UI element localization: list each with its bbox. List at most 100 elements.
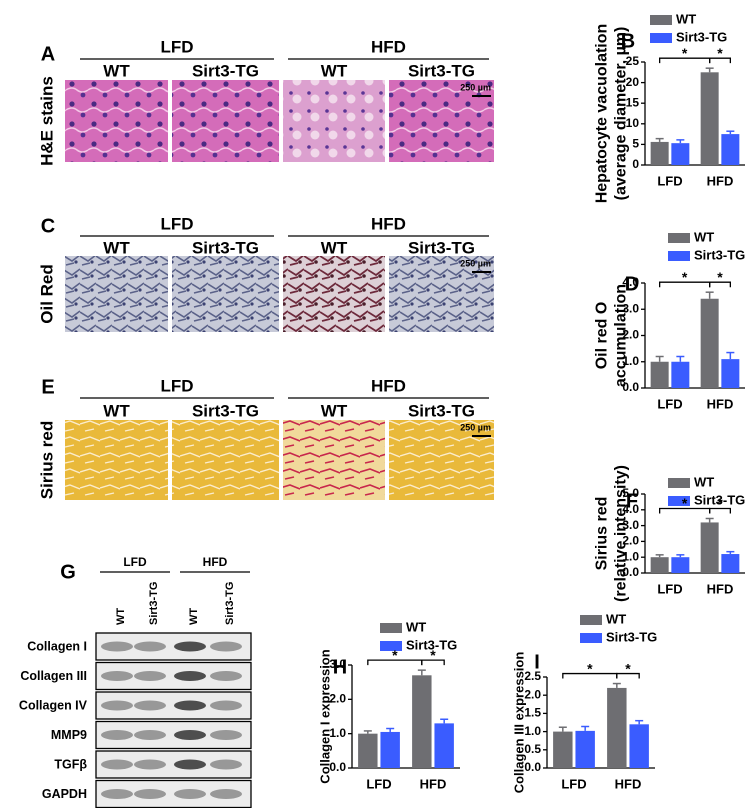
column-label: Sirt3-TG [192, 238, 259, 257]
y-tick-label: 2.0 [524, 687, 541, 701]
micrograph [283, 80, 385, 162]
bar [721, 554, 740, 573]
y-axis-label: accumulation [613, 284, 630, 387]
y-tick-label: 0.0 [329, 760, 346, 774]
y-tick-label: 10 [626, 116, 640, 130]
y-tick-label: 25 [626, 54, 640, 68]
y-axis-label: Collagen III expression [511, 652, 526, 794]
panel-letter: E [41, 376, 54, 398]
bar [553, 731, 573, 768]
y-axis-label: Collagen I expression [317, 649, 332, 783]
bar [607, 687, 627, 768]
y-tick-label: 15 [626, 95, 640, 109]
y-axis-label: Sirius red [594, 497, 611, 571]
significance-label: * [682, 495, 688, 511]
significance-label: * [392, 647, 398, 663]
y-tick-label: 1.0 [329, 726, 346, 740]
micrograph [172, 420, 279, 500]
y-axis-label: (average diameter, µm) [613, 27, 630, 201]
bar [629, 724, 649, 768]
bar [700, 522, 719, 573]
y-tick-label: 0.5 [524, 742, 541, 756]
micrograph [172, 256, 279, 332]
y-tick-label: 4.0 [622, 502, 639, 516]
column-label: Sirt3-TG [408, 401, 475, 420]
scale-bar-label: 250 µm [460, 82, 491, 92]
column-label: WT [321, 401, 348, 420]
legend-label: Sirt3-TG [694, 247, 745, 262]
blot-band [174, 671, 206, 681]
micrograph [283, 420, 385, 500]
micrograph [283, 256, 385, 332]
y-axis-label: (relative intensity) [613, 465, 630, 602]
blot-band [210, 671, 242, 681]
panel-letter: B [621, 30, 635, 52]
y-tick-label: 3.0 [329, 657, 346, 671]
lane-label: Sirt3-TG [224, 582, 236, 625]
blot-band [210, 700, 242, 711]
y-tick-label: 5 [632, 137, 639, 151]
blot-band [174, 700, 206, 711]
y-tick-label: 0.0 [622, 565, 639, 579]
panel-letter: D [625, 273, 639, 295]
panel-letter: C [41, 215, 55, 237]
x-tick-label: LFD [657, 396, 682, 411]
column-label: WT [103, 238, 130, 257]
blot-band [134, 730, 166, 740]
bar [650, 557, 669, 573]
column-label: Sirt3-TG [408, 238, 475, 257]
group-label: HFD [371, 376, 406, 395]
y-tick-label: 4.0 [622, 275, 639, 289]
blot-band [174, 789, 206, 799]
y-tick-label: 1.0 [622, 354, 639, 368]
blot-band [210, 730, 242, 740]
blot-band [134, 789, 166, 799]
legend-label: Sirt3-TG [694, 492, 745, 507]
blot-row-label: Collagen I [27, 639, 87, 653]
group-label: HFD [371, 37, 406, 56]
blot-strip [95, 691, 252, 720]
group-label: HFD [371, 214, 406, 233]
bar [380, 731, 400, 768]
bar [700, 298, 719, 388]
legend-label: Sirt3-TG [676, 29, 727, 44]
blot-band [101, 641, 133, 652]
x-tick-label: HFD [420, 776, 447, 791]
column-label: Sirt3-TG [192, 401, 259, 420]
panel-letter: F [626, 490, 638, 512]
column-label: Sirt3-TG [192, 61, 259, 80]
group-label: LFD [160, 214, 193, 233]
row-label: Oil Red [37, 264, 56, 324]
significance-bracket [709, 281, 731, 288]
lane-label: WT [188, 608, 200, 625]
blot-band [134, 671, 166, 681]
blot-row-label: Collagen IV [19, 698, 88, 712]
panel-letter: G [60, 561, 76, 583]
blot-band [210, 641, 242, 652]
x-tick-label: HFD [707, 396, 734, 411]
column-label: WT [103, 61, 130, 80]
x-tick-label: LFD [366, 776, 391, 791]
blot-row-label: MMP9 [51, 728, 87, 742]
micrograph [389, 420, 494, 500]
blot-strip [95, 750, 252, 779]
significance-bracket [421, 659, 445, 666]
significance-label: * [717, 45, 723, 61]
column-label: WT [321, 238, 348, 257]
x-tick-label: HFD [707, 581, 734, 596]
legend-swatch [668, 478, 690, 488]
y-tick-label: 3.0 [622, 518, 639, 532]
blot-band [101, 789, 133, 799]
significance-label: * [717, 495, 723, 511]
x-tick-label: HFD [615, 776, 642, 791]
significance-label: * [682, 269, 688, 285]
column-label: Sirt3-TG [408, 61, 475, 80]
significance-bracket [709, 57, 731, 64]
significance-label: * [625, 660, 631, 676]
blot-strip [95, 661, 252, 691]
legend-swatch [650, 15, 672, 25]
y-tick-label: 3.0 [622, 301, 639, 315]
blot-band [174, 759, 206, 770]
legend-swatch [668, 496, 690, 506]
blot-row-label: TGFβ [54, 757, 87, 771]
